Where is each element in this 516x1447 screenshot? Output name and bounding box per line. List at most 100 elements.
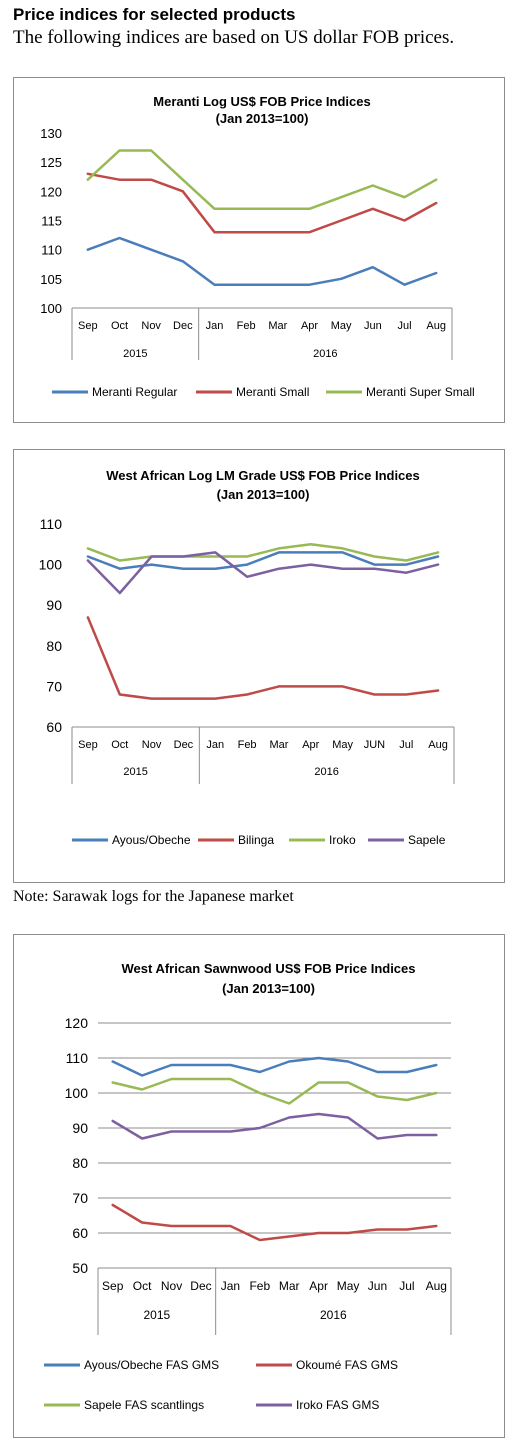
y-tick-label: 110 [66,1050,89,1066]
y-tick-label: 120 [40,184,62,199]
x-tick-label: Jun [364,320,382,332]
x-tick-label: Jan [221,1279,240,1293]
legend-label: Meranti Regular [92,385,177,399]
legend-label: Okoumé FAS GMS [296,1358,398,1372]
series-line-3 [86,543,440,562]
y-tick-label: 100 [39,557,63,573]
series-line-1 [86,236,438,286]
y-tick-label: 100 [40,301,62,316]
year-label: 2016 [320,1308,347,1322]
x-tick-label: Dec [174,739,194,751]
x-tick-label: Oct [111,739,128,751]
y-tick-label: 105 [40,272,62,287]
legend-label: Ayous/Obeche [112,833,191,847]
chart-title: West African Log LM Grade US$ FOB Price … [106,468,420,483]
x-tick-label: May [337,1279,360,1293]
x-tick-label: JUN [364,739,385,751]
legend-label: Sapele [408,833,446,847]
west-african-sawnwood-chart-panel: West African Sawnwood US$ FOB Price Indi… [13,934,505,1438]
series-line-4 [86,551,440,595]
x-tick-label: Feb [237,320,256,332]
x-tick-label: Mar [268,320,287,332]
y-tick-label: 115 [41,214,62,229]
chart-title: West African Sawnwood US$ FOB Price Indi… [121,961,415,976]
legend-label: Iroko FAS GMS [296,1398,379,1412]
x-tick-label: May [331,320,352,332]
x-tick-label: Jul [399,1279,414,1293]
x-tick-label: Mar [269,739,288,751]
x-tick-label: Sep [78,320,98,332]
y-tick-label: 60 [46,719,62,735]
y-tick-label: 80 [46,638,62,654]
chart-subtitle: (Jan 2013=100) [222,981,315,996]
x-tick-label: Apr [302,739,319,751]
chart-title: Meranti Log US$ FOB Price Indices [153,94,370,109]
y-tick-label: 130 [40,126,62,141]
intro-text: The following indices are based on US do… [13,27,455,48]
chart-subtitle: (Jan 2013=100) [217,487,310,502]
x-tick-label: Sep [78,739,98,751]
series-line-2 [86,616,440,700]
legend-label: Ayous/Obeche FAS GMS [84,1358,219,1372]
legend-label: Bilinga [238,833,274,847]
legend-label: Meranti Super Small [366,385,475,399]
x-tick-label: Jul [397,320,411,332]
west-african-log-chart: West African Log LM Grade US$ FOB Price … [39,468,455,847]
y-tick-label: 110 [40,516,63,532]
year-label: 2015 [123,766,147,778]
meranti-chart: Meranti Log US$ FOB Price Indices (Jan 20… [40,94,475,399]
x-tick-label: Nov [161,1279,182,1293]
legend-label: Sapele FAS scantlings [84,1398,204,1412]
x-tick-label: Feb [238,739,257,751]
y-tick-label: 70 [72,1190,88,1206]
y-tick-label: 100 [65,1085,89,1101]
series-line-3 [86,149,438,211]
meranti-chart-panel: Meranti Log US$ FOB Price Indices (Jan 20… [13,77,505,423]
x-tick-label: Sep [102,1279,124,1293]
y-tick-label: 80 [72,1155,88,1171]
y-tick-label: 50 [72,1260,88,1276]
series-line-2 [111,1203,438,1242]
legend-label: Meranti Small [236,385,309,399]
y-tick-label: 125 [40,155,62,170]
series-line-1 [86,551,440,570]
x-tick-label: May [332,739,353,751]
series-line-1 [111,1056,438,1077]
x-tick-label: Jan [206,320,224,332]
x-tick-label: Jul [399,739,413,751]
x-tick-label: Apr [309,1279,328,1293]
y-tick-label: 90 [46,597,62,613]
y-tick-label: 60 [72,1225,88,1241]
page-heading: Price indices for selected products [13,5,296,24]
x-tick-label: Apr [301,320,318,332]
x-tick-label: Oct [111,320,128,332]
x-tick-label: Mar [279,1279,300,1293]
x-tick-label: Aug [428,739,448,751]
x-tick-label: Jun [368,1279,387,1293]
x-tick-label: Nov [142,739,162,751]
year-label: 2016 [313,348,337,360]
series-line-4 [111,1112,438,1140]
x-tick-label: Aug [426,1279,447,1293]
legend-label: Iroko [329,833,356,847]
year-label: 2015 [143,1308,170,1322]
west-african-log-chart-panel: West African Log LM Grade US$ FOB Price … [13,449,505,883]
x-tick-label: Nov [141,320,161,332]
y-tick-label: 70 [46,678,62,694]
year-label: 2015 [123,348,147,360]
x-tick-label: Jan [206,739,224,751]
x-tick-label: Feb [249,1279,270,1293]
note-text: Note: Sarawak logs for the Japanese mark… [13,888,294,905]
x-tick-label: Dec [190,1279,211,1293]
x-tick-label: Dec [173,320,193,332]
x-tick-label: Aug [426,320,446,332]
year-label: 2016 [314,766,338,778]
series-line-3 [111,1077,438,1105]
x-tick-label: Oct [133,1279,152,1293]
chart-subtitle: (Jan 2013=100) [216,111,309,126]
west-african-sawnwood-chart: West African Sawnwood US$ FOB Price Indi… [44,961,452,1412]
series-line-2 [86,172,438,234]
y-tick-label: 110 [41,243,62,258]
y-tick-label: 90 [72,1120,88,1136]
y-tick-label: 120 [65,1015,89,1031]
